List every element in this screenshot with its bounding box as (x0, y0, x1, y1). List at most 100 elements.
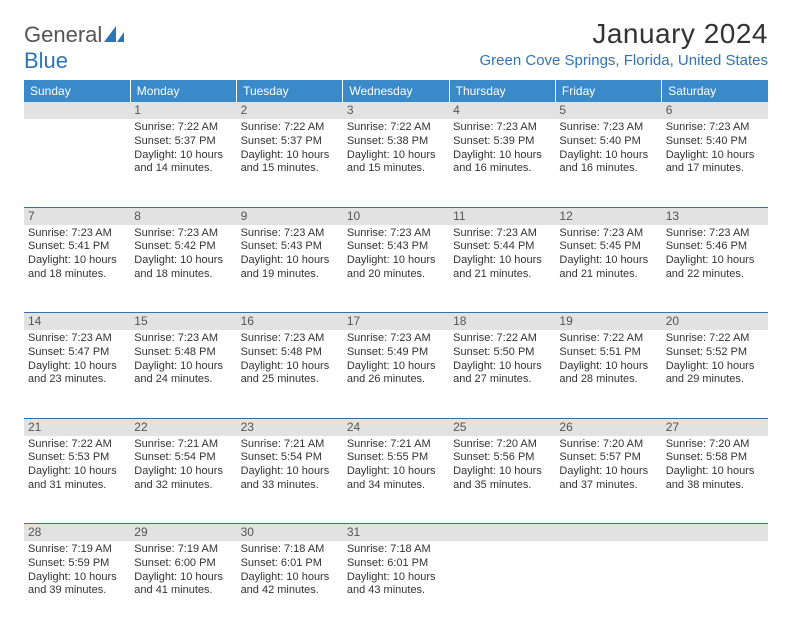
day-cell-text: Sunrise: 7:23 AMSunset: 5:43 PMDaylight:… (347, 227, 445, 282)
day-cell-text: Sunrise: 7:21 AMSunset: 5:55 PMDaylight:… (347, 438, 445, 493)
day-cell: Sunrise: 7:23 AMSunset: 5:49 PMDaylight:… (343, 330, 449, 418)
day-cell-text: Sunrise: 7:21 AMSunset: 5:54 PMDaylight:… (241, 438, 339, 493)
daylight-line2: and 34 minutes. (347, 479, 445, 493)
day-cell: Sunrise: 7:23 AMSunset: 5:41 PMDaylight:… (24, 225, 130, 313)
sunrise-text: Sunrise: 7:22 AM (453, 332, 551, 346)
day-number: 29 (130, 524, 236, 542)
sunrise-text: Sunrise: 7:23 AM (28, 332, 126, 346)
day-cell: Sunrise: 7:22 AMSunset: 5:38 PMDaylight:… (343, 119, 449, 207)
daylight-line1: Daylight: 10 hours (559, 149, 657, 163)
daylight-line1: Daylight: 10 hours (347, 149, 445, 163)
day-cell-text: Sunrise: 7:23 AMSunset: 5:48 PMDaylight:… (134, 332, 232, 387)
day-cell: Sunrise: 7:23 AMSunset: 5:47 PMDaylight:… (24, 330, 130, 418)
daylight-line2: and 35 minutes. (453, 479, 551, 493)
sunset-text: Sunset: 5:42 PM (134, 240, 232, 254)
daylight-line1: Daylight: 10 hours (347, 254, 445, 268)
daylight-line1: Daylight: 10 hours (666, 360, 764, 374)
day-cell: Sunrise: 7:22 AMSunset: 5:51 PMDaylight:… (555, 330, 661, 418)
day-cell: Sunrise: 7:23 AMSunset: 5:42 PMDaylight:… (130, 225, 236, 313)
weekday-row: SundayMondayTuesdayWednesdayThursdayFrid… (24, 80, 768, 102)
daylight-line1: Daylight: 10 hours (134, 149, 232, 163)
daylight-line1: Daylight: 10 hours (453, 254, 551, 268)
day-number: 3 (343, 102, 449, 119)
daynum-row: 21222324252627 (24, 418, 768, 436)
day-cell-text: Sunrise: 7:23 AMSunset: 5:42 PMDaylight:… (134, 227, 232, 282)
sunrise-text: Sunrise: 7:23 AM (28, 227, 126, 241)
day-cell: Sunrise: 7:23 AMSunset: 5:45 PMDaylight:… (555, 225, 661, 313)
sunrise-text: Sunrise: 7:19 AM (28, 543, 126, 557)
week-row: Sunrise: 7:23 AMSunset: 5:41 PMDaylight:… (24, 225, 768, 313)
sunrise-text: Sunrise: 7:20 AM (666, 438, 764, 452)
sunrise-text: Sunrise: 7:23 AM (134, 332, 232, 346)
sunset-text: Sunset: 5:50 PM (453, 346, 551, 360)
sunrise-text: Sunrise: 7:23 AM (134, 227, 232, 241)
sunset-text: Sunset: 5:37 PM (134, 135, 232, 149)
daylight-line2: and 14 minutes. (134, 162, 232, 176)
daylight-line1: Daylight: 10 hours (28, 360, 126, 374)
daylight-line2: and 18 minutes. (134, 268, 232, 282)
sunrise-text: Sunrise: 7:23 AM (347, 227, 445, 241)
day-cell-text: Sunrise: 7:22 AMSunset: 5:53 PMDaylight:… (28, 438, 126, 493)
day-cell: Sunrise: 7:22 AMSunset: 5:52 PMDaylight:… (662, 330, 768, 418)
day-cell-text: Sunrise: 7:19 AMSunset: 5:59 PMDaylight:… (28, 543, 126, 598)
logo-text: General Blue (24, 22, 124, 74)
sunrise-text: Sunrise: 7:22 AM (666, 332, 764, 346)
daylight-line1: Daylight: 10 hours (241, 465, 339, 479)
daylight-line1: Daylight: 10 hours (347, 360, 445, 374)
day-cell-text: Sunrise: 7:23 AMSunset: 5:48 PMDaylight:… (241, 332, 339, 387)
week-row: Sunrise: 7:22 AMSunset: 5:53 PMDaylight:… (24, 436, 768, 524)
daylight-line2: and 42 minutes. (241, 584, 339, 598)
sunrise-text: Sunrise: 7:21 AM (241, 438, 339, 452)
daylight-line2: and 43 minutes. (347, 584, 445, 598)
day-cell-text: Sunrise: 7:23 AMSunset: 5:44 PMDaylight:… (453, 227, 551, 282)
daylight-line1: Daylight: 10 hours (241, 254, 339, 268)
day-cell: Sunrise: 7:23 AMSunset: 5:44 PMDaylight:… (449, 225, 555, 313)
day-cell-text: Sunrise: 7:20 AMSunset: 5:57 PMDaylight:… (559, 438, 657, 493)
weekday-header: Friday (555, 80, 661, 102)
sunset-text: Sunset: 5:52 PM (666, 346, 764, 360)
daylight-line1: Daylight: 10 hours (453, 149, 551, 163)
daylight-line1: Daylight: 10 hours (134, 360, 232, 374)
week-row: Sunrise: 7:22 AMSunset: 5:37 PMDaylight:… (24, 119, 768, 207)
sunrise-text: Sunrise: 7:19 AM (134, 543, 232, 557)
day-cell-text: Sunrise: 7:23 AMSunset: 5:47 PMDaylight:… (28, 332, 126, 387)
day-cell (555, 541, 661, 629)
day-cell: Sunrise: 7:23 AMSunset: 5:40 PMDaylight:… (555, 119, 661, 207)
day-cell: Sunrise: 7:21 AMSunset: 5:55 PMDaylight:… (343, 436, 449, 524)
daylight-line1: Daylight: 10 hours (347, 571, 445, 585)
sunrise-text: Sunrise: 7:23 AM (559, 121, 657, 135)
daylight-line1: Daylight: 10 hours (241, 360, 339, 374)
sunset-text: Sunset: 6:01 PM (241, 557, 339, 571)
day-cell (24, 119, 130, 207)
day-cell-text: Sunrise: 7:22 AMSunset: 5:37 PMDaylight:… (134, 121, 232, 176)
sunrise-text: Sunrise: 7:22 AM (347, 121, 445, 135)
weekday-header: Monday (130, 80, 236, 102)
day-number: 16 (237, 313, 343, 331)
weekday-header: Saturday (662, 80, 768, 102)
daylight-line2: and 15 minutes. (241, 162, 339, 176)
daylight-line2: and 15 minutes. (347, 162, 445, 176)
daylight-line1: Daylight: 10 hours (241, 149, 339, 163)
day-cell-text: Sunrise: 7:22 AMSunset: 5:50 PMDaylight:… (453, 332, 551, 387)
sunset-text: Sunset: 5:46 PM (666, 240, 764, 254)
daylight-line1: Daylight: 10 hours (453, 360, 551, 374)
day-cell: Sunrise: 7:21 AMSunset: 5:54 PMDaylight:… (130, 436, 236, 524)
sunset-text: Sunset: 5:44 PM (453, 240, 551, 254)
daylight-line1: Daylight: 10 hours (666, 465, 764, 479)
header: General Blue January 2024 Green Cove Spr… (24, 18, 768, 74)
weekday-header: Thursday (449, 80, 555, 102)
day-cell: Sunrise: 7:23 AMSunset: 5:43 PMDaylight:… (343, 225, 449, 313)
daylight-line1: Daylight: 10 hours (453, 465, 551, 479)
daylight-line2: and 32 minutes. (134, 479, 232, 493)
day-number: 25 (449, 418, 555, 436)
day-number: 14 (24, 313, 130, 331)
sunrise-text: Sunrise: 7:22 AM (559, 332, 657, 346)
day-cell: Sunrise: 7:23 AMSunset: 5:48 PMDaylight:… (237, 330, 343, 418)
sunrise-text: Sunrise: 7:21 AM (134, 438, 232, 452)
day-number: 26 (555, 418, 661, 436)
day-cell-text: Sunrise: 7:23 AMSunset: 5:41 PMDaylight:… (28, 227, 126, 282)
calendar-body: 123456Sunrise: 7:22 AMSunset: 5:37 PMDay… (24, 102, 768, 629)
sunrise-text: Sunrise: 7:20 AM (559, 438, 657, 452)
day-number: 22 (130, 418, 236, 436)
day-number: 31 (343, 524, 449, 542)
